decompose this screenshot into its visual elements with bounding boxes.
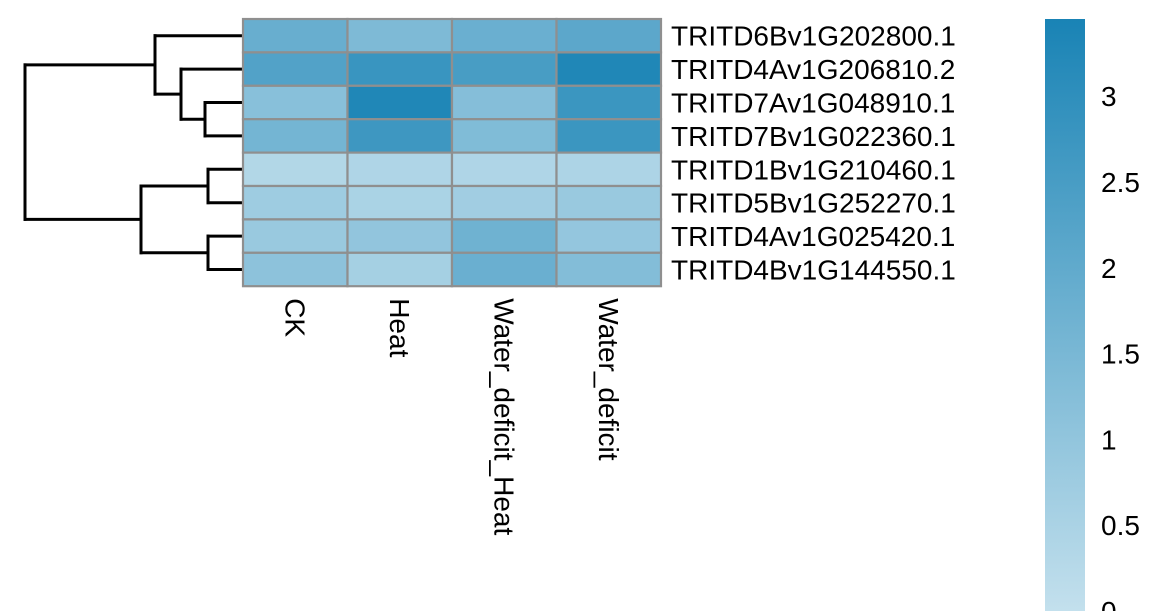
heatmap-cell (346, 151, 454, 188)
heatmap-cell (555, 17, 663, 54)
heatmap-cell (450, 184, 558, 221)
heatmap-cell (555, 84, 663, 121)
column-label: Water_deficit (593, 298, 624, 461)
row-label: TRITD4Av1G025420.1 (671, 221, 955, 252)
colorbar-tick-label: 2.5 (1101, 167, 1140, 198)
row-label: TRITD4Av1G206810.2 (671, 54, 955, 85)
colorbar-tick-label: 0.5 (1101, 510, 1140, 541)
colorbar-gradient (1045, 19, 1085, 611)
column-label: Water_deficit_Heat (488, 298, 519, 535)
heatmap-cell (450, 118, 558, 154)
heatmap-cell (346, 84, 454, 121)
heatmap-cell (450, 218, 558, 254)
heatmap-cell (241, 184, 349, 221)
heatmap-cell (346, 118, 454, 154)
row-dendrogram (23, 34, 243, 271)
heatmap-cell (241, 251, 349, 288)
colorbar-tick-label: 1 (1101, 424, 1117, 455)
heatmap-cell (241, 151, 349, 188)
row-label: TRITD5Bv1G252270.1 (671, 188, 956, 219)
colorbar-tick-label: 2 (1101, 253, 1117, 284)
row-label: TRITD6Bv1G202800.1 (671, 21, 956, 52)
heatmap-cell (241, 218, 349, 254)
column-labels: CK Heat Water_deficit_Heat Water_deficit (279, 298, 624, 535)
heatmap-cell (555, 184, 663, 221)
row-label: TRITD4Bv1G144550.1 (671, 255, 956, 286)
heatmap-cell (450, 84, 558, 121)
column-label: CK (279, 298, 310, 337)
row-label: TRITD1Bv1G210460.1 (671, 154, 956, 185)
heatmap-cell (555, 151, 663, 188)
heatmap-cell (555, 51, 663, 87)
row-labels: TRITD6Bv1G202800.1TRITD4Av1G206810.2TRIT… (671, 21, 956, 286)
row-label: TRITD7Bv1G022360.1 (671, 121, 956, 152)
heatmap-cells (241, 17, 663, 288)
column-label: Heat (384, 298, 415, 357)
heatmap-cell (555, 218, 663, 254)
heatmap-cell (555, 118, 663, 154)
heatmap-cell (346, 218, 454, 254)
heatmap-cell (555, 251, 663, 288)
heatmap-cell (241, 118, 349, 154)
heatmap-cell (450, 51, 558, 87)
heatmap-cell (241, 84, 349, 121)
heatmap-cell (450, 151, 558, 188)
colorbar-tick-label: 1.5 (1101, 339, 1140, 370)
heatmap-cell (241, 17, 349, 54)
colorbar-tick-label: 3 (1101, 81, 1117, 112)
colorbar-legend: 0 0.5 1 1.5 2 2.5 3 (1045, 19, 1140, 611)
heatmap-cell (450, 251, 558, 288)
heatmap-cell (346, 184, 454, 221)
heatmap-cell (450, 17, 558, 54)
heatmap-cell (346, 51, 454, 87)
heatmap-cell (241, 51, 349, 87)
row-label: TRITD7Av1G048910.1 (671, 88, 955, 119)
heatmap-cell (346, 17, 454, 54)
heatmap-cell (346, 251, 454, 288)
colorbar-tick-label: 0 (1101, 596, 1117, 611)
